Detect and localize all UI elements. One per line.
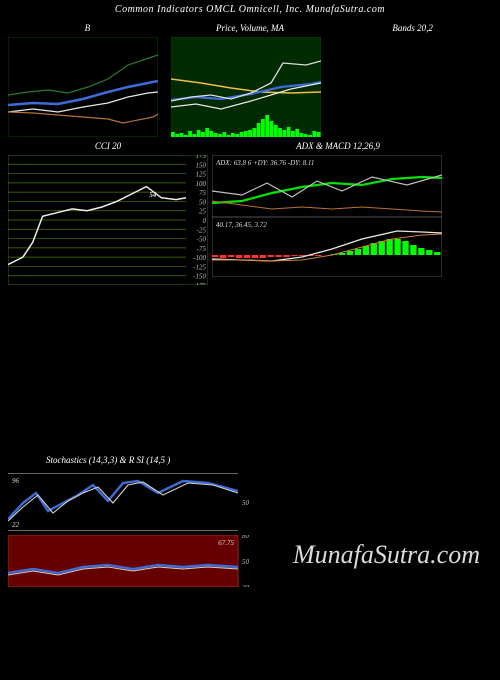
svg-text:100: 100 [196,180,207,188]
svg-text:125: 125 [196,171,207,179]
bands-chart [333,37,483,137]
price-panel: Price, Volume, MA [171,23,330,137]
svg-text:0: 0 [203,217,207,225]
svg-text:20: 20 [242,584,250,587]
svg-text:50: 50 [242,499,250,507]
svg-text:-100: -100 [193,254,206,262]
bbands-panel: B [8,23,167,137]
svg-text:175: 175 [196,155,207,160]
adx-chart: ADX: 63.8 6 +DY: 36.76 -DY: 8.11 [212,155,442,217]
svg-text:75: 75 [199,189,207,197]
cci-title: CCI 20 [8,141,208,153]
svg-text:-125: -125 [193,263,206,271]
svg-text:67.75: 67.75 [218,539,234,547]
svg-text:-50: -50 [197,236,207,244]
bbands-title: B [8,23,167,35]
bands-title: Bands 20,2 [333,23,492,35]
cci-chart: -175-150 -125-100-75-50 -25025 5075100125 15… [8,155,208,285]
svg-text:25: 25 [199,208,207,216]
svg-text:40.17, 36.45, 3.72: 40.17, 36.45, 3.72 [216,221,267,229]
svg-text:-75: -75 [197,245,207,253]
svg-text:-175: -175 [193,282,206,285]
adx-title: ADX & MACD 12,26,9 [212,141,464,153]
price-title: Price, Volume, MA [171,23,330,35]
adx-macd-panel: ADX & MACD 12,26,9 ADX: 63.8 6 +DY: 36.7… [212,141,464,285]
stochastics-chart: 50 96 22 [8,473,258,531]
stoch-title: Stochastics (14,3,3) & R SI (14,5 ) [8,455,492,467]
svg-text:80: 80 [242,535,250,540]
macd-chart: 40.17, 36.45, 3.72 [212,217,442,277]
svg-text:50: 50 [242,558,250,566]
bbands-chart [8,37,158,137]
price-chart [171,37,321,137]
svg-text:150: 150 [196,161,207,169]
svg-text:-25: -25 [197,226,207,234]
svg-text:-150: -150 [193,273,206,281]
cci-panel: CCI 20 -175-150-125-100-75-50-2502550751… [8,141,208,285]
svg-text:50: 50 [199,198,207,206]
svg-text:22: 22 [12,521,20,529]
svg-text:ADX: 63.8 6 +DY: 3: ADX: 63.8 6 +DY: 36.76 -DY: 8.11 [215,159,314,167]
svg-text:54: 54 [149,191,157,199]
page-header: Common Indicators OMCL Omnicell, Inc. Mu… [0,0,500,15]
bands-panel: Bands 20,2 [333,23,492,137]
rsi-chart: 20 50 80 67.75 [8,535,258,587]
svg-text:96: 96 [12,477,20,485]
